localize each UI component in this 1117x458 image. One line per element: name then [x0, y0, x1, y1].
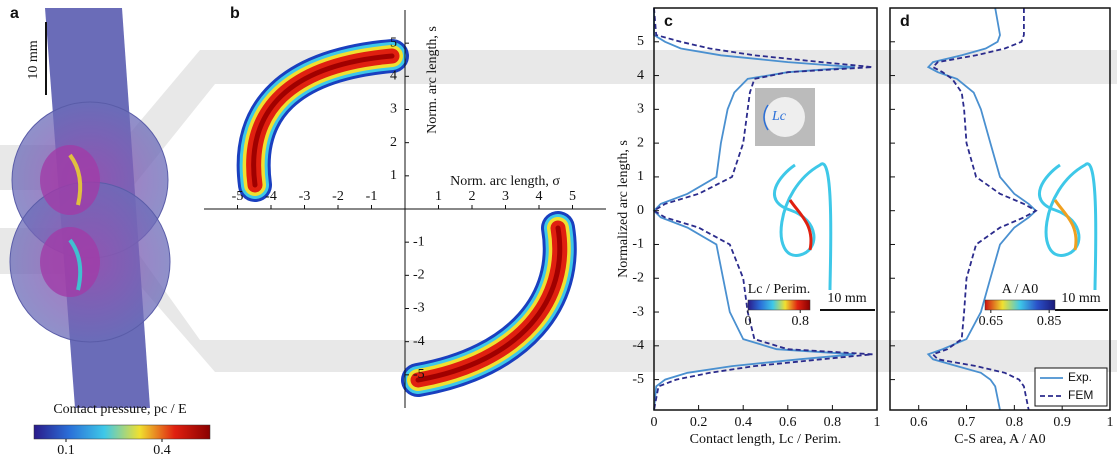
colorbar-tick-label: 0.4 [153, 443, 171, 458]
x-tick-label: 0.4 [734, 415, 752, 430]
inset-knot [772, 162, 833, 291]
contact-blob [251, 53, 395, 188]
contact-edge [68, 153, 83, 206]
x-tick-label: 0.7 [958, 415, 976, 430]
x-tick-label: 1 [874, 415, 881, 430]
plot-frame [889, 7, 1111, 411]
panel-letter: b [230, 5, 240, 22]
y-tick-label: 4 [390, 69, 397, 84]
x-tick-label: 2 [469, 189, 476, 204]
y-tick-label: -3 [632, 304, 644, 319]
x-tick-label: 5 [569, 189, 576, 204]
inset-c [755, 88, 875, 311]
y-axis-label: Normalized arc length, s [616, 140, 631, 278]
y-axis-label: Norm. arc length, s [425, 26, 440, 134]
y-tick-label: 4 [637, 68, 644, 83]
x-tick-label: 0.9 [1053, 415, 1071, 430]
panel-letter: c [664, 13, 673, 30]
inset-photo-arc [763, 104, 769, 131]
x-tick-label: -3 [299, 189, 311, 204]
y-tick-label: -1 [632, 237, 644, 252]
inset-d [1037, 162, 1108, 311]
colorbar-title: A / A0 [1002, 282, 1039, 297]
x-tick-label: 4 [536, 189, 543, 204]
y-tick-label: 1 [390, 168, 397, 183]
colorbar [747, 299, 811, 311]
colorbar-tick-label: 0.85 [1037, 314, 1062, 329]
x-tick-label: 0 [651, 415, 658, 430]
x-axis-label: Norm. arc length, σ [450, 174, 560, 189]
highlight-bands [0, 50, 1117, 372]
x-tick-label: -1 [366, 189, 378, 204]
inset-scale-label: 10 mm [1061, 291, 1100, 306]
scale-bar-label: 10 mm [26, 40, 41, 79]
series-line [652, 8, 855, 411]
y-tick-label: -4 [413, 334, 425, 349]
x-tick-label: -4 [265, 189, 277, 204]
y-tick-label: 2 [637, 135, 644, 150]
legend-label: Exp. [1068, 370, 1092, 384]
inset-knot [1037, 162, 1098, 291]
colorbar-tick-label: 0.8 [791, 314, 809, 329]
series-line [926, 7, 1038, 411]
x-tick-label: 0.2 [690, 415, 708, 430]
y-tick-label: 5 [390, 35, 397, 50]
colorbar-tick-label: 0.1 [57, 443, 75, 458]
y-tick-label: -2 [413, 268, 425, 283]
x-axis-label: C-S area, A / A0 [954, 432, 1045, 447]
colorbar-tick-label: 0.65 [979, 314, 1004, 329]
inset-knot-contact [788, 199, 813, 251]
y-tick-label: 2 [390, 135, 397, 150]
x-tick-label: 1 [435, 189, 442, 204]
contact-edge [68, 238, 83, 291]
contact-blob [415, 225, 563, 383]
y-tick-label: -4 [632, 338, 644, 353]
x-axis-label: Contact length, Lc / Perim. [690, 432, 842, 447]
y-tick-label: 3 [637, 102, 644, 117]
legend-label: FEM [1068, 388, 1093, 402]
inset-knot-contact [1053, 199, 1078, 251]
legend-box [1034, 367, 1108, 407]
y-tick-label: -5 [413, 367, 425, 382]
band [120, 50, 1117, 190]
colorbar-title: Lc / Perim. [748, 282, 811, 297]
series-line [931, 8, 1038, 411]
y-tick-label: 1 [637, 169, 644, 184]
y-tick-label: 3 [390, 102, 397, 117]
x-tick-label: 0.8 [824, 415, 842, 430]
y-tick-label: -5 [632, 372, 644, 387]
y-tick-label: -3 [413, 301, 425, 316]
y-tick-label: -1 [413, 234, 425, 249]
colorbar [984, 299, 1056, 311]
colorbar [33, 424, 211, 440]
y-tick-label: -2 [632, 270, 644, 285]
y-tick-label: 5 [637, 34, 644, 49]
y-tick-label: 0 [637, 203, 644, 218]
contact-zone [40, 227, 100, 297]
x-tick-label: 3 [502, 189, 509, 204]
x-tick-label: -2 [332, 189, 344, 204]
x-tick-label: -5 [232, 189, 244, 204]
colorbar-tick-label: 0 [745, 314, 752, 329]
colorbar-title: Contact pressure, pc / E [53, 402, 186, 417]
inset-scale-label: 10 mm [827, 291, 866, 306]
tube-model [9, 8, 171, 408]
inset-photo-circle [765, 97, 805, 137]
band [120, 228, 1117, 372]
plot-frame [653, 7, 878, 411]
series-line [652, 7, 873, 411]
x-tick-label: 0.6 [779, 415, 797, 430]
panel-letter: d [900, 13, 910, 30]
panel-letter: a [10, 5, 19, 22]
inset-photo-label: Lc [771, 109, 787, 124]
contact-zone [40, 145, 100, 215]
x-tick-label: 0.6 [910, 415, 928, 430]
x-tick-label: 0.8 [1006, 415, 1024, 430]
x-tick-label: 1 [1107, 415, 1114, 430]
